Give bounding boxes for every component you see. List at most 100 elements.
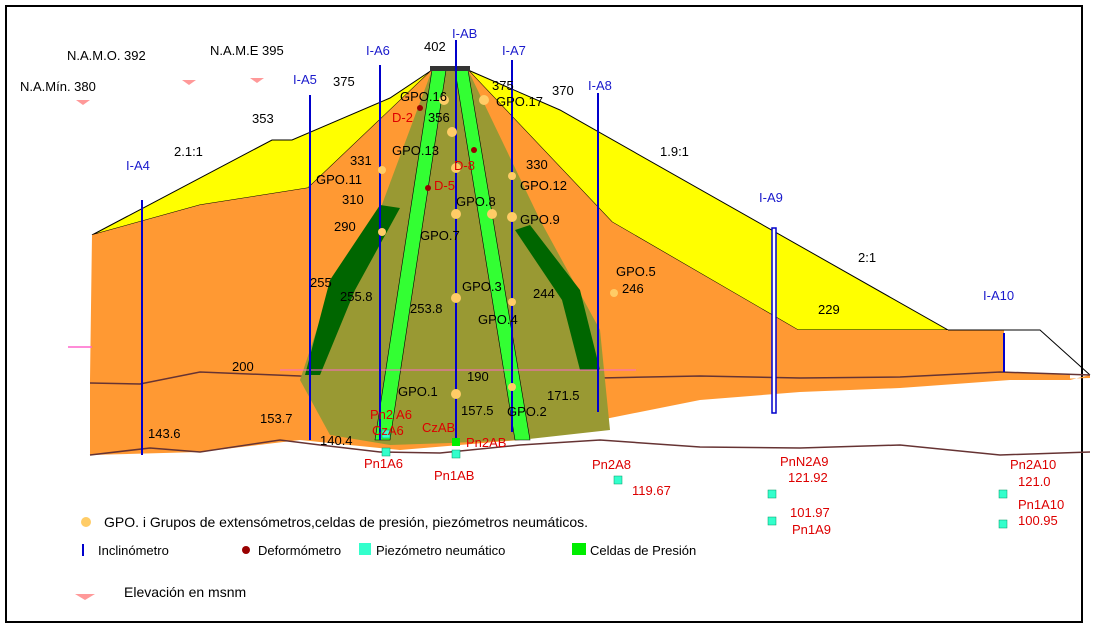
level-name-label: N.A.M.E 395 (210, 43, 284, 58)
gpo-dot (508, 298, 516, 306)
legend-piezometer-icon (359, 543, 371, 555)
elev-143-6-label: 143.6 (148, 426, 181, 441)
pn1-a9-label: Pn1A9 (792, 522, 831, 537)
elev-253-8-label: 253.8 (410, 301, 443, 316)
cz-ab-label: CzAB (422, 420, 455, 435)
filter-strip-right (515, 225, 600, 370)
pn2-ab-label: Pn2AB (466, 435, 506, 450)
inclinometer-a7-label: I-A7 (502, 43, 526, 58)
elev-331-label: 331 (350, 153, 372, 168)
pnn2-a9-label: PnN2A9 (780, 454, 828, 469)
elev-255-8-label: 255.8 (340, 289, 373, 304)
elev-246-label: 246 (622, 281, 644, 296)
legend-elevation-text: Elevación en msnm (124, 584, 246, 600)
legend-gpo-icon (81, 517, 91, 527)
legend-deformometer-icon (242, 546, 250, 554)
piezometer-square (381, 429, 391, 439)
reservoir-markers (76, 78, 264, 105)
inclinometer-a5-label: I-A5 (293, 72, 317, 87)
piezometer-square (998, 519, 1008, 529)
piezometer-square (998, 489, 1008, 499)
piezometer-square (381, 447, 391, 457)
gpo-9-label: GPO.9 (520, 212, 560, 227)
downstream-toe-line (948, 329, 1091, 376)
dam-crest (430, 66, 470, 71)
gpo-2-label: GPO.2 (507, 404, 547, 419)
elev-370-label: 370 (552, 83, 574, 98)
level-namo-label: N.A.M.O. 392 (67, 48, 146, 63)
gpo-13-label: GPO.13 (392, 143, 439, 158)
legend-pressure-cell-icon (572, 543, 586, 555)
elev-157-5-label: 157.5 (461, 403, 494, 418)
elevation-marker-icon (182, 80, 196, 85)
slope-downstream-lower-label: 2:1 (858, 250, 876, 265)
piezometer-square (767, 489, 777, 499)
legend-inclinometer-icon (82, 544, 84, 556)
legend-deformometer-text: Deformómetro (258, 543, 341, 558)
inclinometer-a9-label: I-A9 (759, 190, 783, 205)
elev-330-label: 330 (526, 157, 548, 172)
inclinometer-a9 (771, 227, 777, 414)
elev-153-7-label: 153.7 (260, 411, 293, 426)
pn1-a10-label: Pn1A10 (1018, 497, 1064, 512)
pn2-a8-label: Pn2A8 (592, 457, 631, 472)
deformometer-dot (425, 185, 431, 191)
riverbed-line (89, 439, 1091, 456)
gpo-points (378, 95, 618, 399)
deformometer-points (417, 105, 477, 191)
elev-310-label: 310 (342, 192, 364, 207)
gpo-11-label: GPO.11 (316, 172, 362, 187)
pn2-a10-label: Pn2A10 (1010, 457, 1056, 472)
gpo-dot (378, 166, 386, 174)
legend-piezometer-text: Piezómetro neumático (376, 543, 505, 558)
gpo-dot (378, 228, 386, 236)
gpo-16-label: GPO.16 (400, 89, 447, 104)
gpo-5-label: GPO.5 (616, 264, 656, 279)
elev-190-label: 190 (467, 369, 489, 384)
value-121-92-label: 121.92 (788, 470, 828, 485)
inclinometer-a10-label: I-A10 (983, 288, 1014, 303)
gpo-dot (451, 209, 461, 219)
gpo-dot (487, 209, 497, 219)
gpo-dot (451, 389, 461, 399)
value-121-0-label: 121.0 (1018, 474, 1051, 489)
gpo-dot (451, 163, 461, 173)
elev-200-label: 200 (232, 359, 254, 374)
slope-downstream-upper-label: 1.9:1 (660, 144, 689, 159)
deformometer-dot (471, 147, 477, 153)
elev-402-label: 402 (424, 39, 446, 54)
gpo-17-label: GPO.17 (496, 94, 543, 109)
gpo-1-label: GPO.1 (398, 384, 438, 399)
elev-229-label: 229 (818, 302, 840, 317)
filter-strip-left (305, 205, 400, 375)
elevation-marker-icon (76, 100, 90, 105)
value-100-95-label: 100.95 (1018, 513, 1058, 528)
deformometer-d8-label: D-8 (454, 158, 475, 173)
elev-244-label: 244 (533, 286, 555, 301)
cz-a6-label: CzA6 (372, 423, 404, 438)
pn1-ab-label: Pn1AB (434, 468, 474, 483)
gpo-dot (479, 95, 489, 105)
gpo-3-label: GPO.3 (462, 279, 502, 294)
elev-356-label: 356 (428, 110, 450, 125)
level-namin-label: N.A.Mín. 380 (20, 79, 96, 94)
piezometer-square (767, 516, 777, 526)
inclinometer-a6-label: I-A6 (366, 43, 390, 58)
gpo-4-label: GPO.4 (478, 312, 518, 327)
elev-255-label: 255 (310, 275, 332, 290)
slope-upstream-label: 2.1:1 (174, 144, 203, 159)
legend-gpo-text: GPO. i Grupos de extensómetros,celdas de… (104, 514, 588, 530)
pn1-a6-label: Pn1A6 (364, 456, 403, 471)
elev-140-4-label: 140.4 (320, 433, 353, 448)
deformometer-d5-label: D-5 (434, 178, 455, 193)
gpo-dot (451, 293, 461, 303)
gpo-dot (447, 127, 457, 137)
gpo-dot (610, 289, 618, 297)
legend-elevation-icon (75, 594, 95, 600)
gpo-dot (508, 383, 516, 391)
gpo-dot (507, 212, 517, 222)
pressure-cell-ab (452, 438, 460, 446)
piezometer-points (381, 429, 1008, 529)
legend-inclinometer-text: Inclinómetro (98, 543, 169, 558)
